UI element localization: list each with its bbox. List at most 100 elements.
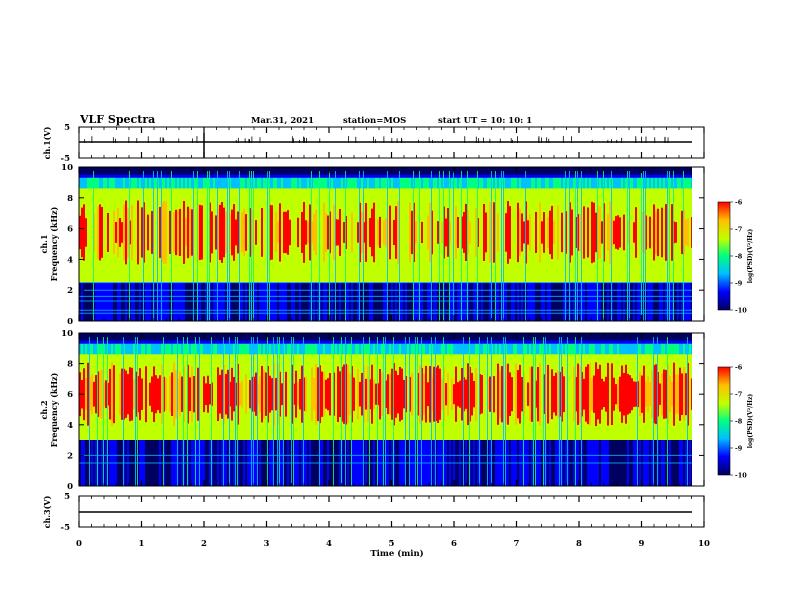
spec-column (257, 282, 259, 321)
spec-column (241, 177, 243, 189)
spec-column (433, 366, 435, 422)
spec-column (537, 343, 539, 355)
ch2-spectrogram-ylabel: Frequency (kHz) (49, 372, 59, 447)
spec-column (689, 373, 691, 415)
spec-column (601, 177, 603, 189)
spec-column (511, 377, 513, 412)
spec-column (425, 282, 427, 321)
spec-column (133, 204, 135, 261)
spec-column (517, 177, 519, 189)
spec-column (175, 369, 177, 419)
spec-column (471, 372, 473, 416)
spec-column (145, 366, 147, 423)
spec-column (87, 343, 89, 355)
spec-column (243, 369, 245, 419)
spec-column (351, 177, 353, 189)
spec-column (513, 177, 515, 189)
spec-column (255, 177, 257, 189)
spec-column (653, 282, 655, 321)
spec-column (465, 203, 467, 262)
spec-column (371, 208, 373, 257)
spec-column (653, 204, 655, 261)
spec-column (213, 343, 215, 355)
ch2-spectrogram-image (79, 333, 695, 486)
spec-column (647, 203, 649, 262)
spec-column (161, 364, 163, 424)
spec-column (495, 343, 497, 355)
spec-column (459, 215, 461, 250)
spec-column (665, 369, 667, 419)
spec-column (651, 282, 653, 321)
spec-column (285, 177, 287, 189)
spec-column (293, 282, 295, 321)
spec-column (517, 202, 519, 263)
spec-column (325, 379, 327, 409)
spec-column (313, 377, 315, 411)
spec-column (115, 282, 117, 321)
spec-column (343, 282, 345, 321)
spec-column (459, 282, 461, 321)
spec-column (519, 343, 521, 355)
spec-column (659, 177, 661, 189)
spec-column (131, 177, 133, 189)
spec-column (241, 282, 243, 321)
spec-column (123, 282, 125, 321)
spec-column (593, 343, 595, 355)
spec-column (573, 343, 575, 355)
spec-column (389, 373, 391, 415)
spec-column (91, 282, 93, 321)
spec-column (337, 219, 339, 246)
spec-column (455, 343, 457, 355)
spec-column (375, 343, 377, 355)
spec-column (391, 368, 393, 420)
spec-column (629, 375, 631, 414)
spec-column (87, 362, 89, 426)
spec-column (605, 212, 607, 253)
spec-column (533, 177, 535, 189)
spec-column (213, 378, 215, 411)
spec-column (297, 177, 299, 189)
spec-column (93, 343, 95, 355)
spec-column (127, 177, 129, 189)
spec-column (307, 177, 309, 189)
spec-column (141, 177, 143, 189)
spec-column (375, 200, 377, 265)
spec-column (85, 218, 87, 247)
spec-column (571, 177, 573, 189)
spec-column (463, 282, 465, 321)
spec-column (533, 282, 535, 321)
spec-column (421, 221, 423, 244)
spec-column (417, 282, 419, 321)
spec-column (483, 343, 485, 355)
spec-column (309, 204, 311, 261)
spec-column (85, 343, 87, 355)
spec-column (675, 282, 677, 321)
spec-column (281, 343, 283, 355)
spec-column (645, 381, 647, 408)
spec-column (569, 381, 571, 408)
spec-sferic (657, 337, 658, 486)
spec-column (565, 377, 567, 411)
spec-sferic (269, 171, 270, 321)
spec-column (479, 201, 481, 264)
spec-column (173, 343, 175, 355)
spec-column (173, 177, 175, 189)
spec-column (453, 384, 455, 405)
spec-column (497, 282, 499, 321)
spec-column (685, 219, 687, 246)
spec-sferic (129, 171, 130, 321)
spec-sferic (501, 171, 502, 321)
spec-column (113, 210, 115, 255)
spec-column (257, 177, 259, 189)
spec-column (191, 177, 193, 189)
spec-column (567, 282, 569, 321)
time-axis-label: Time (min) (370, 548, 423, 559)
spec-column (85, 378, 87, 411)
spec-column (91, 374, 93, 415)
spec-column (587, 282, 589, 321)
spec-column (579, 282, 581, 321)
spec-sferic (251, 171, 252, 321)
ytick-label: 10 (61, 329, 73, 339)
spec-column (615, 216, 617, 249)
spec-column (427, 382, 429, 407)
